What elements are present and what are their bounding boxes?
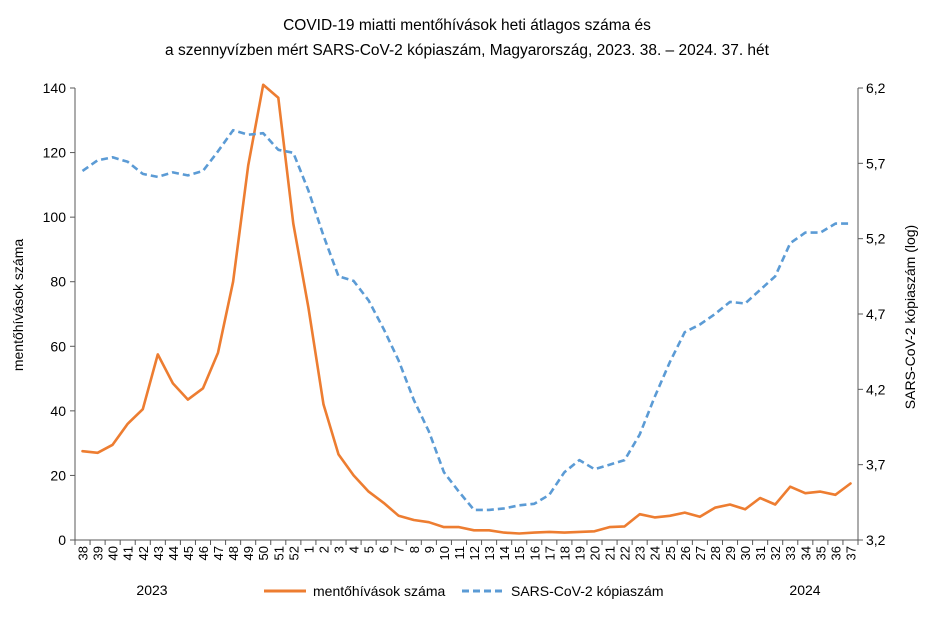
legend-label-calls: mentőhívások száma [313, 583, 445, 599]
y-left-tick-label: 20 [50, 467, 66, 483]
x-tick-label: 22 [618, 546, 633, 560]
axes [74, 88, 859, 541]
y-right-tick-label: 3,2 [866, 532, 886, 548]
x-tick-label: 12 [467, 546, 482, 560]
series-line-sars [81, 128, 851, 512]
x-tick-label: 28 [708, 546, 723, 560]
chart-title-line2: a szennyvízben mért SARS-CoV-2 kópiaszám… [165, 42, 770, 59]
x-tick-label: 25 [663, 546, 678, 560]
chart-title-line1: COVID-19 miatti mentőhívások heti átlago… [283, 17, 651, 34]
x-tick-label: 10 [437, 546, 452, 560]
x-tick-label: 46 [196, 546, 211, 560]
x-tick-label: 23 [633, 546, 648, 560]
x-tick-label: 50 [256, 546, 271, 560]
x-tick-label: 1 [301, 546, 316, 553]
series-line-calls [81, 83, 852, 535]
x-tick-label: 29 [723, 546, 738, 560]
x-tick-label: 39 [91, 546, 106, 560]
y-right-tick-label: 6,2 [866, 80, 886, 96]
y-left-tick-label: 80 [50, 274, 66, 290]
x-tick-label: 7 [392, 546, 407, 553]
y-left-tick-label: 100 [43, 209, 67, 225]
x-tick-label: 8 [407, 546, 422, 553]
x-tick-label: 4 [347, 546, 362, 553]
x-tick-label: 30 [738, 546, 753, 560]
y-axis-left-label: mentőhívások száma [10, 239, 26, 371]
y-right-tick-label: 5,2 [866, 231, 886, 247]
x-tick-label: 17 [542, 546, 557, 560]
series-lines [81, 83, 852, 535]
y-left-tick-label: 120 [43, 145, 67, 161]
x-tick-label: 38 [76, 546, 91, 560]
x-tick-label: 13 [482, 546, 497, 560]
x-tick-label: 51 [271, 546, 286, 560]
x-tick-label: 15 [512, 546, 527, 560]
x-tick-label: 16 [527, 546, 542, 560]
x-tick-label: 40 [106, 546, 121, 560]
x-tick-label: 20 [587, 546, 602, 560]
x-tick-label: 52 [286, 546, 301, 560]
x-tick-label: 26 [678, 546, 693, 560]
x-tick-label: 11 [452, 546, 467, 560]
x-tick-label: 37 [843, 546, 858, 560]
y-left-tick-label: 40 [50, 403, 66, 419]
x-tick-label: 21 [603, 546, 618, 560]
x-tick-label: 6 [377, 546, 392, 553]
x-tick-label: 32 [768, 546, 783, 560]
year-label-2024: 2024 [789, 582, 820, 598]
x-axis-ticks: 38 39 40 41 42 43 44 45 46 47 48 49 50 51 52 1 2 3 4 5 6 7 8 9 1… [74, 540, 859, 560]
y-right-tick-label: 3,7 [866, 457, 886, 473]
x-tick-label: 31 [753, 546, 768, 560]
y-left-tick-label: 0 [58, 532, 66, 548]
x-tick-label: 24 [648, 546, 663, 560]
x-tick-label: 47 [211, 546, 226, 560]
x-tick-label: 5 [362, 546, 377, 553]
x-tick-label: 27 [693, 546, 708, 560]
y-left-tick-label: 60 [50, 338, 66, 354]
x-tick-label: 48 [226, 546, 241, 560]
x-tick-label: 19 [572, 546, 587, 560]
x-tick-label: 33 [783, 546, 798, 560]
y-left-tick-label: 140 [43, 80, 67, 96]
year-label-2023: 2023 [136, 582, 167, 598]
x-tick-label: 42 [136, 546, 151, 560]
y-right-tick-label: 4,7 [866, 306, 886, 322]
x-tick-label: 18 [557, 546, 572, 560]
y-axis-left-ticks: 0 20 40 60 80 100 120 140 [43, 80, 75, 548]
x-tick-label: 9 [422, 546, 437, 553]
x-tick-label: 35 [813, 546, 828, 560]
x-tick-label: 14 [497, 546, 512, 560]
x-tick-label: 3 [332, 546, 347, 553]
y-axis-right-ticks: 3,2 3,7 4,2 4,7 5,2 5,7 6,2 [858, 80, 886, 548]
y-right-tick-label: 4,2 [866, 381, 886, 397]
x-tick-label: 2 [316, 546, 331, 553]
y-right-tick-label: 5,7 [866, 155, 886, 171]
x-tick-label: 36 [828, 546, 843, 560]
legend-label-sars: SARS-CoV-2 kópiaszám [511, 583, 664, 599]
x-tick-label: 45 [181, 546, 196, 560]
x-tick-label: 34 [798, 546, 813, 560]
y-axis-right-label: SARS-CoV-2 kópiaszám (log) [902, 225, 918, 409]
x-tick-label: 44 [166, 546, 181, 560]
x-tick-label: 41 [121, 546, 136, 560]
legend: mentőhívások száma SARS-CoV-2 kópiaszám [264, 583, 664, 599]
x-tick-label: 43 [151, 546, 166, 560]
x-tick-label: 49 [241, 546, 256, 560]
